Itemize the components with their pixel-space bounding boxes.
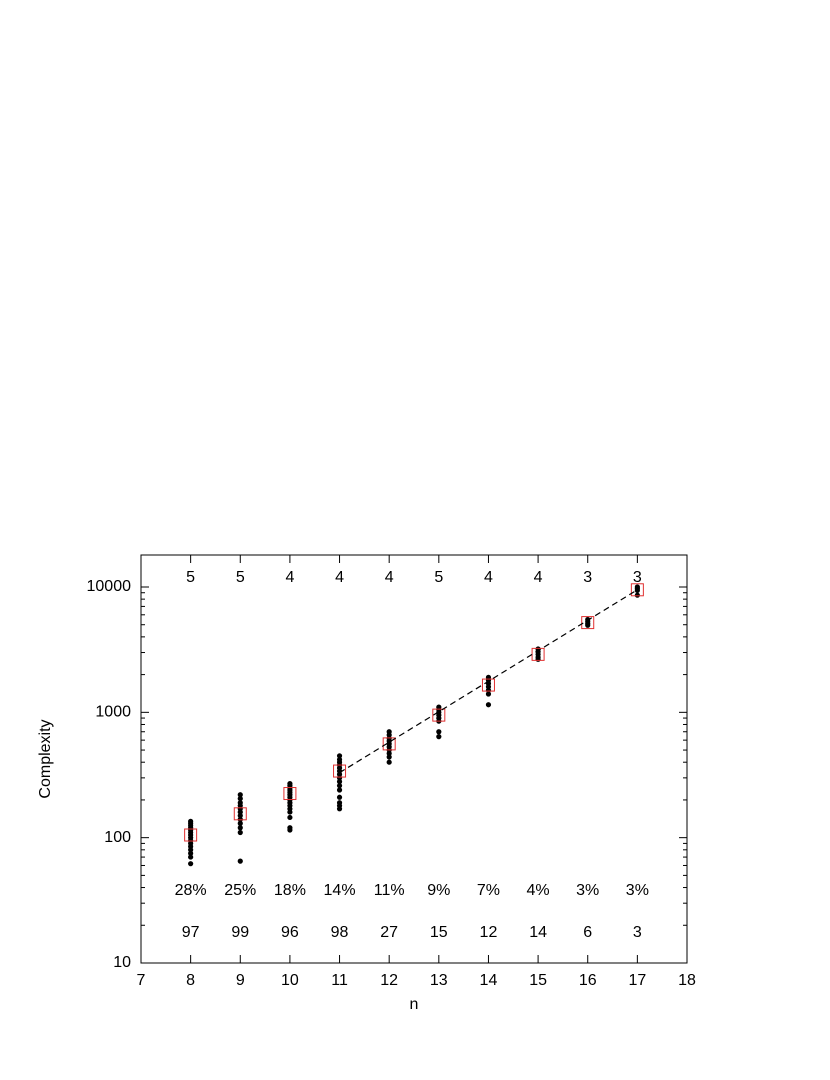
sample-point — [237, 858, 243, 864]
sample-point — [287, 827, 293, 833]
top-count: 3 — [633, 569, 642, 586]
x-tick-label: 7 — [137, 972, 146, 989]
top-count: 4 — [285, 569, 294, 586]
percent-label: 9% — [427, 882, 450, 899]
percent-label: 4% — [527, 882, 550, 899]
bottom-count: 3 — [633, 924, 642, 941]
sample-point — [386, 759, 392, 765]
x-tick-label: 17 — [628, 972, 646, 989]
sample-point — [287, 809, 293, 815]
y-axis-label: Complexity — [37, 719, 54, 798]
bottom-count: 12 — [480, 924, 498, 941]
mean-marker — [581, 616, 595, 630]
x-tick-label: 16 — [579, 972, 597, 989]
x-axis-label: n — [410, 996, 419, 1013]
bottom-count: 97 — [182, 924, 200, 941]
top-count: 4 — [534, 569, 543, 586]
sample-point — [485, 691, 492, 697]
percent-label: 11% — [374, 882, 405, 899]
mean-marker — [432, 708, 446, 722]
sample-point — [336, 783, 343, 789]
y-tick-label: 10000 — [87, 578, 132, 595]
sample-point — [436, 734, 442, 740]
bottom-count: 27 — [380, 924, 398, 941]
y-tick-label: 10 — [113, 954, 131, 971]
percent-label: 28% — [175, 882, 207, 899]
x-tick-label: 10 — [281, 972, 299, 989]
sample-point — [436, 729, 442, 735]
percent-label: 3% — [626, 882, 649, 899]
y-tick-label: 1000 — [95, 704, 131, 721]
sample-point — [237, 820, 243, 826]
percent-label: 25% — [224, 882, 256, 899]
sample-point — [336, 787, 343, 793]
sample-point — [336, 794, 343, 800]
x-tick-label: 15 — [529, 972, 547, 989]
y-tick-label: 100 — [104, 829, 131, 846]
sample-point — [237, 792, 243, 798]
top-count: 5 — [236, 569, 245, 586]
sample-point — [237, 829, 243, 836]
bottom-count: 15 — [430, 924, 448, 941]
fit-line — [339, 589, 638, 774]
x-tick-label: 13 — [430, 972, 448, 989]
top-count: 4 — [385, 569, 394, 586]
top-count: 4 — [484, 569, 493, 586]
mean-marker — [184, 828, 198, 842]
x-tick-label: 9 — [236, 972, 245, 989]
mean-marker — [382, 737, 396, 751]
x-tick-label: 12 — [380, 972, 398, 989]
mean-marker — [333, 764, 347, 778]
mean-marker — [630, 583, 644, 597]
sample-point — [634, 587, 640, 593]
bottom-count: 6 — [583, 924, 592, 941]
sample-point — [237, 812, 243, 819]
plot-frame — [140, 554, 688, 964]
sample-point — [336, 779, 343, 785]
sample-point — [585, 622, 591, 628]
sample-point — [237, 795, 243, 802]
mean-marker — [283, 787, 297, 801]
sample-point — [188, 854, 194, 860]
bottom-count: 14 — [529, 924, 547, 941]
top-count: 5 — [186, 569, 195, 586]
sample-point — [634, 592, 640, 598]
percent-label: 18% — [274, 882, 306, 899]
sample-point — [336, 753, 343, 759]
sample-point — [336, 806, 343, 812]
top-count: 3 — [583, 569, 592, 586]
x-tick-label: 8 — [186, 972, 195, 989]
x-tick-label: 11 — [331, 972, 348, 989]
sample-point — [386, 754, 392, 760]
sample-point — [485, 702, 492, 708]
percent-label: 3% — [576, 882, 599, 899]
x-tick-label: 18 — [678, 972, 696, 989]
mean-marker — [481, 678, 495, 692]
percent-label: 7% — [477, 882, 500, 899]
mean-marker — [233, 807, 247, 821]
sample-point — [188, 861, 194, 867]
sample-point — [188, 850, 194, 856]
bottom-count: 99 — [231, 924, 249, 941]
top-count: 4 — [335, 569, 344, 586]
sample-point — [287, 814, 293, 821]
sample-point — [386, 750, 392, 757]
percent-label: 14% — [324, 882, 356, 899]
x-tick-label: 14 — [480, 972, 498, 989]
sample-point — [237, 825, 243, 831]
top-count: 5 — [434, 569, 443, 586]
sample-point — [535, 656, 541, 662]
bottom-count: 96 — [281, 924, 299, 941]
bottom-count: 98 — [331, 924, 349, 941]
